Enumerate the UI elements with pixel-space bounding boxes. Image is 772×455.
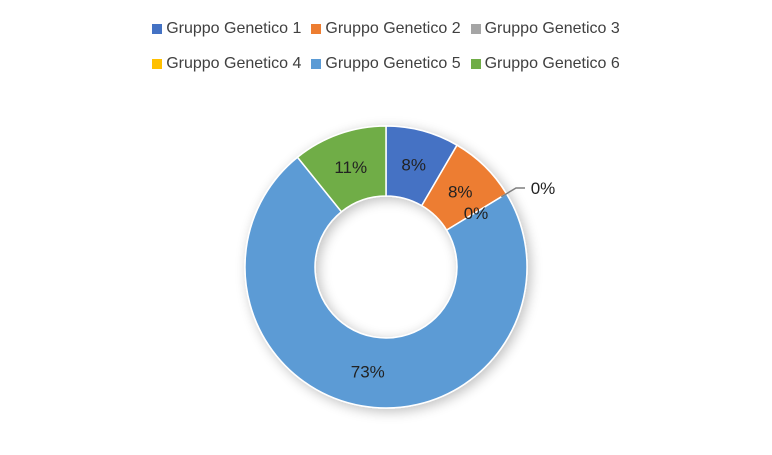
legend-swatch bbox=[311, 24, 322, 34]
legend-item: Gruppo Genetico 3 bbox=[470, 20, 620, 38]
data-label-6: 11% bbox=[334, 158, 367, 177]
legend-row-2: Gruppo Genetico 4 Gruppo Genetico 5 Grup… bbox=[0, 55, 772, 73]
legend-item: Gruppo Genetico 4 bbox=[152, 55, 301, 73]
legend-swatch bbox=[152, 24, 163, 34]
legend-label: Gruppo Genetico 4 bbox=[166, 55, 302, 72]
legend-label: Gruppo Genetico 1 bbox=[166, 20, 302, 37]
slice-5 bbox=[244, 156, 528, 409]
legend-item: Gruppo Genetico 6 bbox=[470, 55, 620, 73]
legend-label: Gruppo Genetico 3 bbox=[484, 20, 620, 37]
data-label-4: 0% bbox=[464, 204, 489, 223]
legend-item: Gruppo Genetico 1 bbox=[152, 20, 301, 38]
legend-label: Gruppo Genetico 5 bbox=[325, 55, 461, 72]
slice-6 bbox=[296, 125, 387, 213]
legend-row-1: Gruppo Genetico 1 Gruppo Genetico 2 Grup… bbox=[0, 20, 772, 38]
data-label-3: 0% bbox=[531, 179, 556, 198]
legend-item: Gruppo Genetico 5 bbox=[311, 55, 461, 73]
data-label-5: 73% bbox=[351, 362, 385, 381]
legend-item: Gruppo Genetico 2 bbox=[311, 20, 461, 38]
data-label-2: 8% bbox=[448, 182, 473, 201]
leader-line bbox=[500, 187, 525, 198]
legend-label: Gruppo Genetico 6 bbox=[484, 55, 620, 72]
legend-swatch bbox=[470, 24, 481, 34]
legend-label: Gruppo Genetico 2 bbox=[325, 20, 461, 37]
legend-swatch bbox=[470, 59, 481, 69]
data-label-1: 8% bbox=[401, 156, 426, 175]
legend-swatch bbox=[311, 59, 322, 69]
legend-swatch bbox=[152, 59, 163, 69]
